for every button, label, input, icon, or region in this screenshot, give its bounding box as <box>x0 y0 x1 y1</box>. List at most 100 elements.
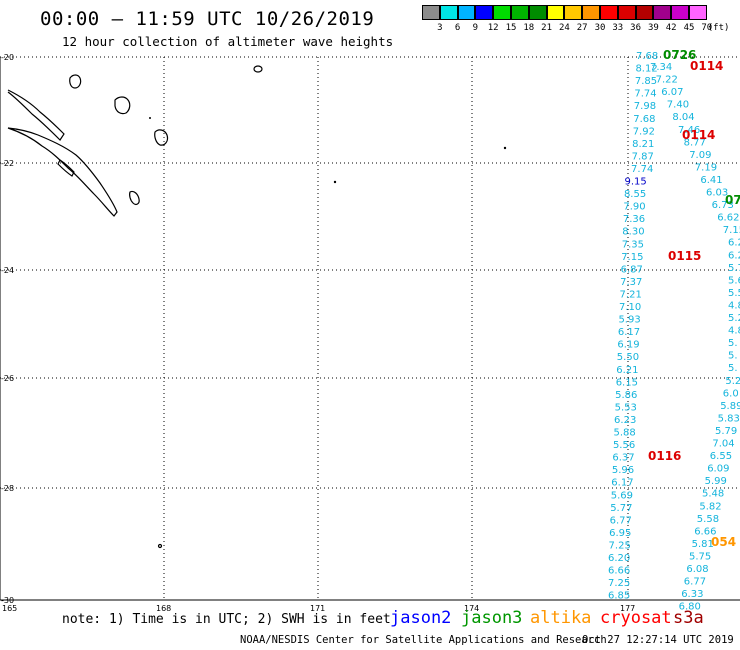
footer-timestamp: Oct 27 12:27:14 UTC 2019 <box>582 634 734 646</box>
swh-observation: 6.85 <box>608 591 630 602</box>
graticule <box>0 56 740 600</box>
swh-observation: 6.23 <box>614 415 636 426</box>
swh-observation: 7.19 <box>695 162 717 173</box>
swh-observation: 6.41 <box>700 175 722 186</box>
swh-observation: 5.50 <box>617 352 639 363</box>
small-islands <box>149 117 507 184</box>
pass-time-label: 07 <box>725 193 740 207</box>
swh-observation: 5.79 <box>715 426 737 437</box>
longitude-label: 165 <box>2 604 17 613</box>
legend-swatch <box>582 5 600 20</box>
swh-observation: 5.48 <box>702 489 724 500</box>
swh-observation: 8.12 <box>635 64 657 75</box>
longitude-label: 174 <box>464 604 479 613</box>
footer-credit: NOAA/NESDIS Center for Satellite Applica… <box>240 634 607 646</box>
swh-observation: 5.56 <box>613 440 635 451</box>
swh-observation: 6.33 <box>681 589 703 600</box>
legend-label: 45 <box>683 23 695 33</box>
swh-observation: 6.80 <box>679 602 701 613</box>
swh-observation: 6.08 <box>686 564 708 575</box>
swh-observation: 6.77 <box>684 577 706 588</box>
map-title: 00:00 – 11:59 UTC 10/26/2019 <box>40 8 375 30</box>
longitude-label: 168 <box>156 604 171 613</box>
legend-swatches <box>422 5 707 20</box>
longitude-label: 171 <box>310 604 325 613</box>
legend-label: 39 <box>647 23 659 33</box>
swh-observation: 7.21 <box>620 289 642 300</box>
swh-observation: 6.15 <box>616 377 638 388</box>
swh-observation: 7.98 <box>634 101 656 112</box>
legend-label: 33 <box>612 23 624 33</box>
legend-label: 3 <box>437 23 443 33</box>
legend-swatch <box>653 5 672 20</box>
legend-swatch <box>688 5 707 20</box>
swh-observation: 7.68 <box>633 114 655 125</box>
pass-time-label: 054 <box>711 535 736 549</box>
legend-swatch <box>635 5 654 20</box>
swh-observation: 9.15 <box>625 177 647 188</box>
swh-observation: 7.15 <box>723 225 740 236</box>
swh-observation: 7.09 <box>689 150 711 161</box>
swh-observation: 5.88 <box>614 428 636 439</box>
swh-observation: 5.53 <box>615 402 637 413</box>
pass-time-label: 0114 <box>690 59 723 73</box>
swh-observation: 7.22 <box>656 75 678 86</box>
swh-observation: 5. <box>728 363 738 374</box>
legend-label: 36 <box>630 23 642 33</box>
legend-label: 6 <box>454 23 461 33</box>
swh-observation: 8.04 <box>672 112 694 123</box>
legend-label: 27 <box>576 23 588 33</box>
swh-observation: 6.66 <box>608 566 630 577</box>
swh-observation: 5.89 <box>720 401 740 412</box>
legend-labels: 3 6 9 12 15 18 21 24 27 30 33 36 39 42 45 70 (ft) <box>422 23 729 37</box>
pass-time-label: 0726 <box>663 48 696 62</box>
footer-note: note: 1) Time is in UTC; 2) SWH is in fe… <box>62 612 391 627</box>
legend-label: 30 <box>594 23 606 33</box>
swh-observation: 7.10 <box>619 302 641 313</box>
legend-label: 21 <box>541 23 553 33</box>
swh-observation: 7.40 <box>667 100 689 111</box>
latitude-label: -24 <box>1 266 14 275</box>
swh-observation: 7.04 <box>712 439 734 450</box>
swh-observation: 6.55 <box>710 451 732 462</box>
legend-swatch <box>475 5 494 20</box>
swh-observation: 5. <box>728 338 738 349</box>
swh-observation: 6.21 <box>616 365 638 376</box>
legend-label: 70 <box>701 23 713 33</box>
legend-swatch <box>493 5 511 20</box>
legend-label: 15 <box>505 23 517 33</box>
swh-observation: 6.73 <box>712 200 734 211</box>
observation-track-a: 7.688.127.857.747.987.687.928.217.877.74… <box>608 51 658 602</box>
swh-observation: 8.21 <box>632 139 654 150</box>
swh-observation: 5.99 <box>705 476 727 487</box>
legend-label: 42 <box>665 23 677 33</box>
swh-observation: 6.03 <box>706 188 728 199</box>
swh-observation: 5.69 <box>611 490 633 501</box>
legend-swatch <box>510 5 529 20</box>
swh-observation: 5.77 <box>610 503 632 514</box>
swh-observation: 7.25 <box>609 540 631 551</box>
swh-observation: 5.82 <box>699 501 721 512</box>
swh-observation: 7.74 <box>631 164 653 175</box>
swh-observation: 5. <box>728 351 738 362</box>
swh-observation: 5.55 <box>728 288 740 299</box>
swh-observation: 5.75 <box>689 551 711 562</box>
swh-observation: 7.15 <box>621 252 643 263</box>
legend-swatch <box>439 5 458 20</box>
swh-observation: 4.8 <box>728 326 740 337</box>
map-frame <box>0 57 740 601</box>
swh-observation: 5.81 <box>692 539 714 550</box>
swh-observation: 8.77 <box>684 137 706 148</box>
swh-observation: 7.46 <box>678 125 700 136</box>
swh-observation: 6.77 <box>610 515 632 526</box>
swh-observation: 6.20 <box>608 553 630 564</box>
legend-swatch <box>528 5 547 20</box>
legend-swatch <box>564 5 583 20</box>
swh-observation: 7.74 <box>634 89 656 100</box>
legend-swatch <box>457 5 476 20</box>
legend-satellite-jason3: jason3 <box>461 608 523 628</box>
swh-observation: 7.36 <box>623 214 645 225</box>
swh-observation: 7.85 <box>635 76 657 87</box>
swh-observation: 8.55 <box>624 189 646 200</box>
